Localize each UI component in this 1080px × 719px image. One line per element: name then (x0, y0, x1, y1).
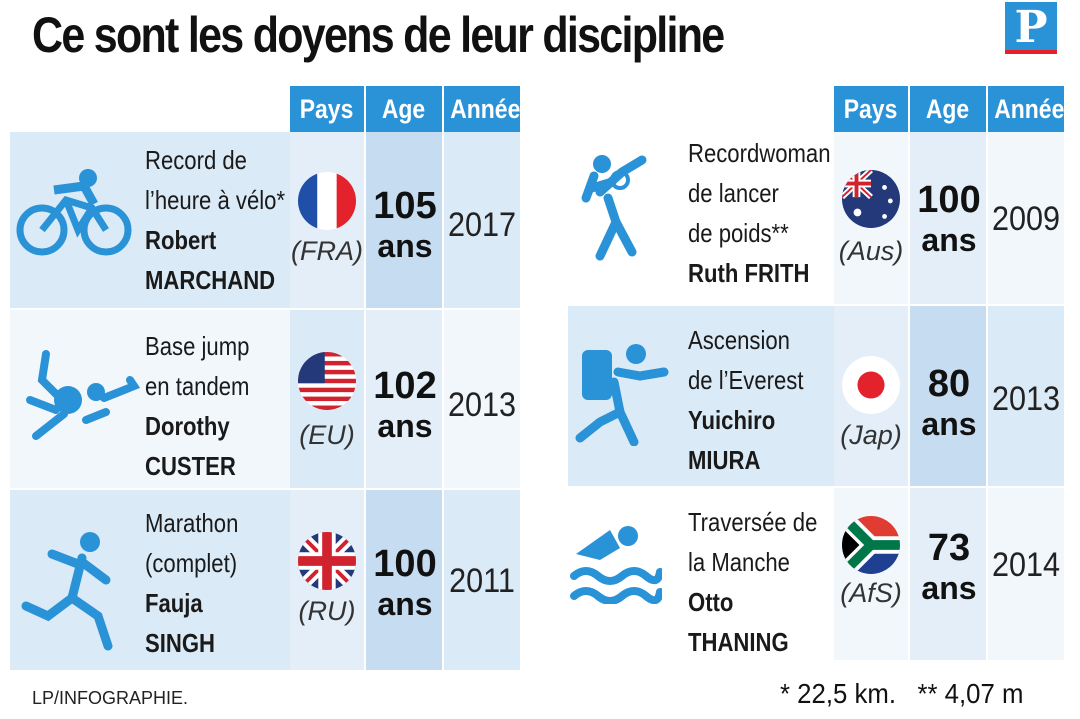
age-value: 73 ans (921, 527, 977, 606)
year-value: 2013 (447, 386, 517, 424)
country-code: (FRA) (291, 236, 363, 266)
uk-flag-icon (298, 532, 356, 590)
age-cell (910, 132, 986, 304)
country-code: (Aus) (838, 236, 904, 266)
year-value: 2009 (991, 200, 1061, 238)
japan-flag-icon (842, 356, 900, 414)
age-value: 102 ans (373, 365, 437, 444)
page-title: Ce sont les doyens de leur discipline (32, 7, 725, 63)
year-cell (444, 132, 520, 308)
year-cell (444, 490, 520, 670)
country-code: (EU) (299, 420, 355, 450)
age-value: 100 ans (373, 543, 437, 622)
age-cell (910, 488, 986, 660)
france-flag-icon (298, 172, 356, 230)
runner-icon (21, 532, 113, 651)
year-value: 2013 (991, 380, 1061, 418)
swimmer-icon (570, 526, 662, 604)
year-value: 2017 (447, 206, 517, 244)
credit-text: LP/INFOGRAPHIE. (32, 688, 189, 708)
australia-flag-icon (842, 170, 900, 228)
year-value: 2011 (449, 562, 515, 600)
age-value: 105 ans (373, 185, 437, 264)
year-cell (988, 132, 1064, 304)
year-value: 2014 (991, 546, 1061, 584)
record-description: Recordwoman de lancer de poids** Ruth FRIT… (688, 138, 831, 288)
le-parisien-logo: P (1005, 2, 1057, 54)
country-code: (RU) (298, 596, 356, 626)
cyclist-icon (16, 169, 132, 256)
pays-cell (834, 488, 908, 660)
record-description: Record de l’heure à vélo* Robert MARCHAND (145, 145, 286, 295)
header-age-right: Age (910, 86, 986, 132)
record-description: Traversée de la Manche Otto THANING (688, 507, 818, 657)
header-annee-right: Année (988, 86, 1064, 132)
header-pays-left: Pays (290, 86, 364, 132)
table-row (10, 490, 290, 670)
age-cell (366, 490, 442, 670)
table-row (10, 132, 290, 308)
header-annee-left: Année (444, 86, 520, 132)
year-cell (444, 310, 520, 488)
shot-put-icon (581, 155, 647, 261)
country-code: (AfS) (840, 578, 902, 608)
header-age-left: Age (366, 86, 442, 132)
south-africa-flag-icon (842, 516, 900, 574)
record-description: Base jump en tandem Dorothy CUSTER (145, 331, 250, 481)
age-cell (366, 132, 442, 308)
age-value: 80 ans (921, 363, 977, 442)
footnotes: * 22,5 km. ** 4,07 m (780, 678, 1024, 709)
country-code: (Jap) (840, 420, 902, 450)
usa-flag-icon (298, 352, 356, 410)
skydiver-icon (26, 350, 140, 440)
header-pays-right: Pays (834, 86, 908, 132)
climber-icon (575, 344, 669, 446)
year-cell (988, 488, 1064, 660)
age-cell (366, 310, 442, 488)
record-description: Marathon (complet) Fauja SINGH (145, 508, 239, 658)
age-value: 100 ans (917, 179, 981, 258)
age-cell (910, 306, 986, 486)
record-description: Ascension de l’Everest Yuichiro MIURA (688, 325, 804, 475)
year-cell (988, 306, 1064, 486)
